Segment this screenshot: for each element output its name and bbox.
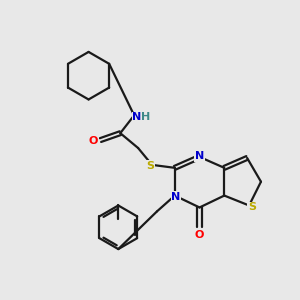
Text: O: O — [89, 136, 98, 146]
Text: N: N — [171, 192, 180, 202]
Text: S: S — [146, 161, 154, 171]
Text: H: H — [141, 112, 151, 122]
Text: N: N — [195, 151, 204, 161]
Text: O: O — [195, 230, 204, 240]
Text: N: N — [133, 112, 142, 122]
Text: S: S — [248, 202, 256, 212]
